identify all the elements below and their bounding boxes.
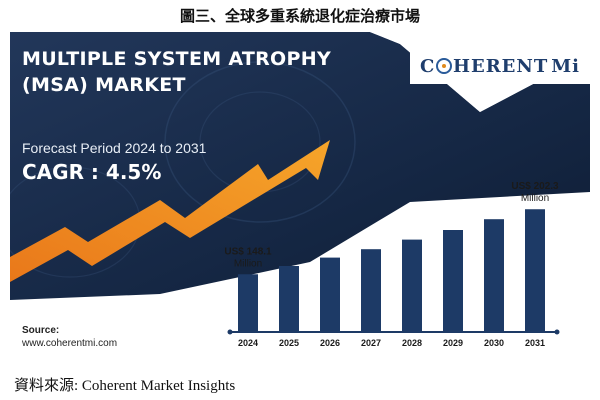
brain-scan-shape: [164, 61, 356, 223]
axis-end-dot: [227, 329, 233, 335]
chart-headline: MULTIPLE SYSTEM ATROPHY (MSA) MARKET: [22, 48, 331, 96]
bar-2030: [484, 219, 504, 332]
coherent-mi-logo: C HERENT Mi: [420, 52, 580, 80]
data-label: Million: [521, 193, 549, 204]
bar-2026: [320, 257, 340, 332]
x-tick-label: 2026: [320, 338, 340, 348]
bar-2024: [238, 274, 258, 332]
bar-2028: [402, 239, 422, 332]
globe-icon: [436, 58, 452, 74]
x-tick-label: 2025: [279, 338, 299, 348]
bar-2025: [279, 266, 299, 332]
logo-prefix: C: [420, 55, 436, 77]
bar-2031: [525, 209, 545, 332]
x-tick-label: 2024: [238, 338, 258, 348]
data-label: US$ 148.1: [224, 246, 272, 257]
background-graphic: [10, 32, 590, 300]
infographic: MULTIPLE SYSTEM ATROPHY (MSA) MARKET For…: [10, 32, 590, 364]
x-tick-label: 2030: [484, 338, 504, 348]
market-bar-chart: 2024 2025 2026 2027 2028 2029 2030 2031 US$ 148.…: [224, 181, 560, 348]
axis-end-dot: [554, 329, 560, 335]
forecast-period: Forecast Period 2024 to 2031: [22, 140, 207, 156]
data-source-credit: 資料來源: Coherent Market Insights: [14, 378, 236, 394]
data-label: Million: [234, 258, 262, 269]
logo-suffix: Mi: [551, 55, 580, 77]
source-block: Source: www.coherentmi.com: [22, 324, 117, 350]
growth-arrow: [10, 140, 330, 282]
x-tick-label: 2028: [402, 338, 422, 348]
source-url: www.coherentmi.com: [22, 338, 118, 349]
x-tick-label: 2027: [361, 338, 381, 348]
data-label: US$ 202.3: [511, 181, 559, 192]
figure-caption: 圖三、全球多重系統退化症治療市場: [179, 7, 420, 25]
x-tick-label: 2031: [525, 338, 545, 348]
x-tick-label: 2029: [443, 338, 463, 348]
source-label: Source:: [22, 325, 60, 336]
bar-2027: [361, 249, 381, 332]
cagr-value: CAGR : 4.5%: [22, 160, 162, 184]
bar-2029: [443, 230, 463, 332]
logo-rest: HERENT: [452, 55, 549, 77]
